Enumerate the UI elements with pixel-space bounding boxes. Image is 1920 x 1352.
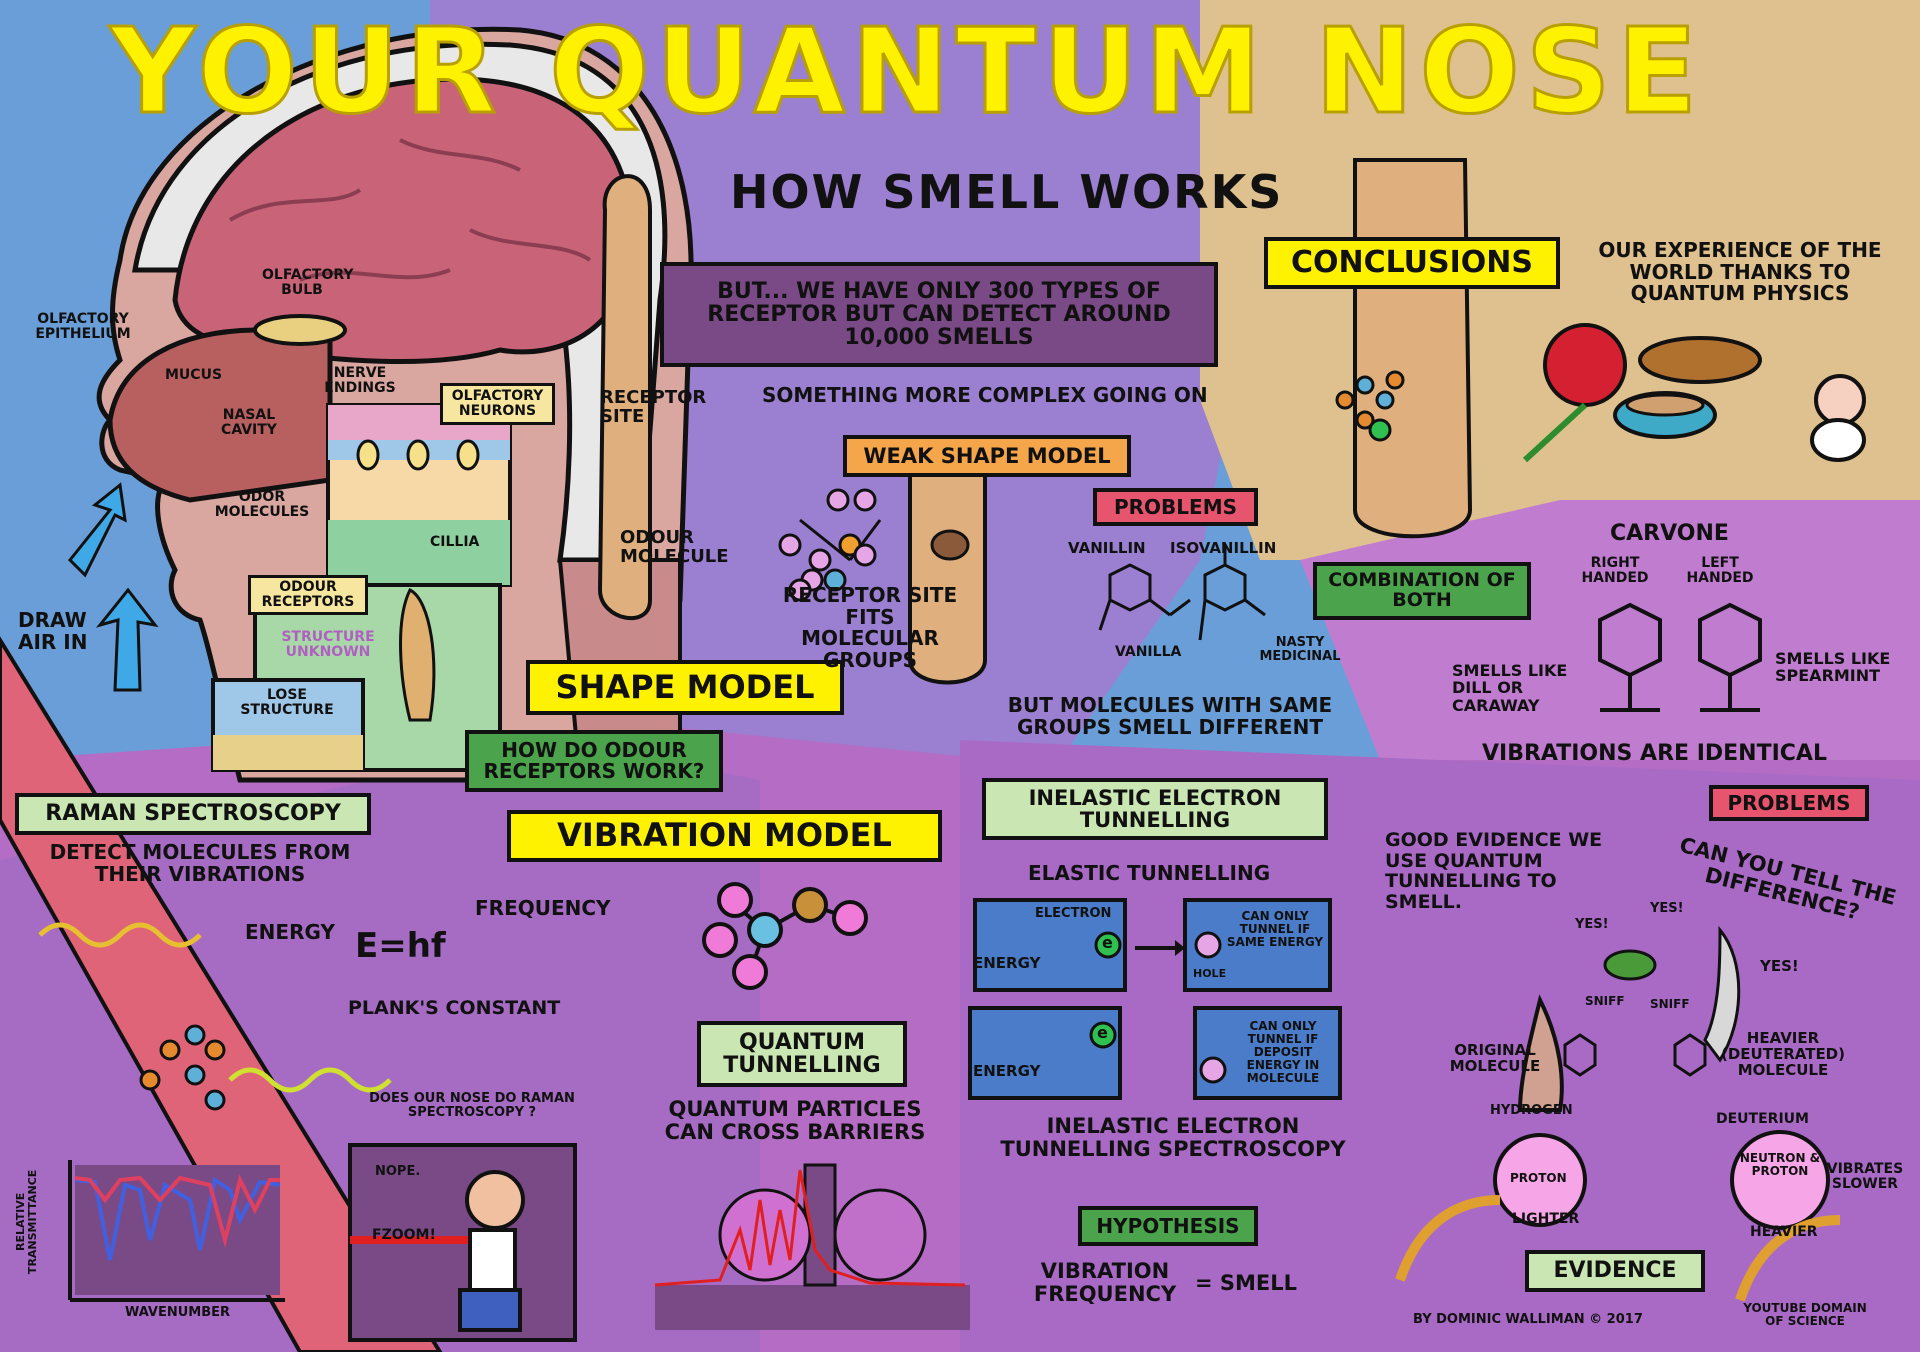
vibration-model-box: VIBRATION MODEL (507, 810, 942, 862)
does-nose-label: DOES OUR NOSE DO RAMAN SPECTROSCOPY ? (369, 1091, 575, 1121)
nasal-cavity-label: NASAL CAVITY (221, 407, 277, 439)
quantum-tunnelling-box: QUANTUM TUNNELLING (697, 1021, 907, 1087)
smells-dill-label: SMELLS LIKE DILL OR CARAWAY (1452, 661, 1568, 715)
electron-label: ELECTRON (1035, 906, 1112, 921)
right-handed-label: RIGHT HANDED (1581, 555, 1649, 587)
same-groups-label: BUT MOLECULES WITH SAME GROUPS SMELL DIF… (1007, 693, 1333, 739)
yes-label-3: YES! (1760, 957, 1799, 975)
conclusions-box: CONCLUSIONS (1264, 237, 1560, 289)
nope-label: NOPE. (375, 1164, 421, 1179)
heavier-molecule-label: HEAVIER (DEUTERATED) MOLECULE (1721, 1029, 1845, 1080)
odor-molecules-label: ODOR MOLECULES (214, 489, 310, 521)
weak-shape-model-box: WEAK SHAPE MODEL (843, 435, 1131, 477)
deuterium-label: DEUTERIUM (1716, 1111, 1809, 1127)
structure-unknown-label: STRUCTURE UNKNOWN (281, 629, 375, 661)
neutron-proton-label: NEUTRON & PROTON (1739, 1151, 1821, 1178)
equals-smell-label: = SMELL (1195, 1271, 1298, 1295)
raman-detect-label: DETECT MOLECULES FROM THEIR VIBRATIONS (49, 840, 351, 886)
elastic-tunnelling-label: ELASTIC TUNNELLING (1028, 861, 1271, 885)
frequency-label: FREQUENCY (475, 896, 611, 920)
hydrogen-label: HYDROGEN (1490, 1103, 1573, 1118)
hole-label: HOLE (1193, 967, 1227, 980)
sniff-label-1: SNIFF (1585, 994, 1625, 1008)
x-axis-label: WAVENUMBER (125, 1305, 231, 1320)
isovanillin-label: ISOVANILLIN (1170, 539, 1277, 557)
electron-symbol-1: e (1102, 933, 1113, 952)
credit-label: BY DOMINIC WALLIMAN © 2017 (1413, 1312, 1643, 1327)
fzoom-label: FZOOM! (372, 1227, 436, 1243)
raman-title-box: RAMAN SPECTROSCOPY (15, 793, 371, 835)
carvone-title: CARVONE (1610, 521, 1729, 546)
sniff-label-2: SNIFF (1650, 997, 1690, 1011)
mucus-label: MUCUS (165, 367, 223, 383)
lighter-label: LIGHTER (1512, 1211, 1580, 1227)
youtube-label: YOUTUBE DOMAIN OF SCIENCE (1743, 1301, 1867, 1328)
poster-subtitle: HOW SMELL WORKS (730, 165, 1284, 219)
how-receptors-work-box: HOW DO ODOUR RECEPTORS WORK? (465, 730, 723, 792)
receptor-site-fits-label: RECEPTOR SITE FITS MOLECULAR GROUPS (782, 583, 958, 672)
y-axis-label: RELATIVE TRANSMITTANCE (14, 1169, 39, 1275)
heavier-label: HEAVIER (1750, 1224, 1818, 1240)
carvone-problems-box: PROBLEMS (1709, 785, 1869, 821)
nerve-endings-label: NERVE ENDINGS (324, 365, 396, 397)
odour-receptors-label: ODOUR RECEPTORS (248, 575, 368, 615)
olfactory-neurons-label: OLFACTORY NEURONS (440, 383, 555, 425)
planck-label: PLANK'S CONSTANT (348, 997, 561, 1019)
electron-symbol-2: e (1097, 1023, 1108, 1042)
odour-molecule-label: ODOUR MOLECULE (620, 527, 729, 568)
hypothesis-box: HYPOTHESIS (1078, 1206, 1258, 1246)
iets-title-box: INELASTIC ELECTRON TUNNELLING (982, 778, 1328, 840)
vibrates-slower-label: VIBRATES SLOWER (1826, 1161, 1904, 1193)
yes-label-2: YES! (1650, 901, 1684, 916)
olfactory-epithelium-label: OLFACTORY EPITHELIUM (35, 311, 131, 343)
deposit-energy-label: CAN ONLY TUNNEL IF DEPOSIT ENERGY IN MOL… (1246, 1019, 1320, 1085)
iets-spectroscopy-label: INELASTIC ELECTRON TUNNELLING SPECTROSCO… (1000, 1114, 1346, 1161)
vibrations-identical-label: VIBRATIONS ARE IDENTICAL (1482, 741, 1827, 766)
evidence-box: EVIDENCE (1525, 1250, 1705, 1292)
proton-label: PROTON (1510, 1171, 1567, 1185)
combination-box: COMBINATION OF BOTH (1313, 562, 1531, 620)
something-more-complex: SOMETHING MORE COMPLEX GOING ON (762, 383, 1208, 407)
cross-barriers-label: QUANTUM PARTICLES CAN CROSS BARRIERS (664, 1097, 926, 1144)
shape-problems-box: PROBLEMS (1093, 488, 1258, 526)
left-handed-label: LEFT HANDED (1686, 555, 1754, 587)
conclusions-text: OUR EXPERIENCE OF THE WORLD THANKS TO QU… (1598, 238, 1882, 306)
energy-label-1: ENERGY (973, 954, 1041, 972)
poster-title: YOUR QUANTUM NOSE (108, 2, 1704, 140)
original-molecule-label: ORIGINAL MOLECULE (1449, 1041, 1541, 1076)
nasty-medicinal-label: NASTY MEDICINAL (1259, 635, 1341, 665)
same-energy-label: CAN ONLY TUNNEL IF SAME ENERGY (1226, 909, 1324, 949)
energy-label: ENERGY (245, 920, 335, 944)
draw-air-in-label: DRAW AIR IN (18, 608, 88, 654)
vibration-frequency-label: VIBRATION FREQUENCY (1033, 1259, 1177, 1306)
olfactory-bulb-label: OLFACTORY BULB (262, 267, 354, 299)
receptor-site-label: RECEPTOR SITE (600, 387, 707, 428)
smells-spearmint-label: SMELLS LIKE SPEARMINT (1775, 649, 1891, 686)
vanilla-label: VANILLA (1115, 644, 1182, 660)
shape-model-box: SHAPE MODEL (526, 660, 844, 715)
yes-label-1: YES! (1575, 917, 1609, 932)
cillia-label: CILLIA (430, 534, 480, 550)
formula-label: E=hf (355, 926, 446, 966)
energy-label-2: ENERGY (973, 1062, 1041, 1080)
good-evidence-label: GOOD EVIDENCE WE USE QUANTUM TUNNELLING … (1385, 829, 1603, 913)
but-receptor-box: BUT... WE HAVE ONLY 300 TYPES OF RECEPTO… (660, 262, 1218, 367)
vanillin-label: VANILLIN (1068, 539, 1146, 557)
lose-structure-label: LOSE STRUCTURE (240, 687, 334, 719)
